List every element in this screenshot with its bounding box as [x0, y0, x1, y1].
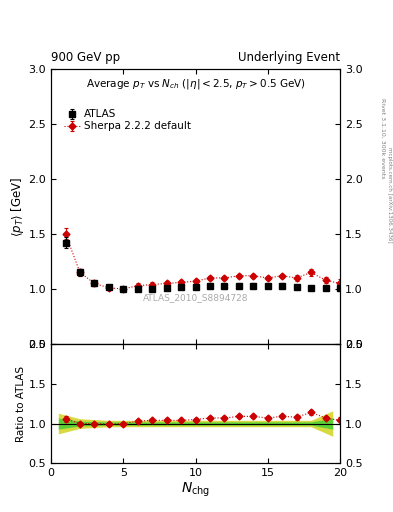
Text: Rivet 3.1.10, 300k events: Rivet 3.1.10, 300k events [381, 98, 386, 179]
Legend: ATLAS, Sherpa 2.2.2 default: ATLAS, Sherpa 2.2.2 default [62, 108, 193, 134]
Text: Underlying Event: Underlying Event [238, 51, 340, 64]
Y-axis label: $\langle p_T \rangle$ [GeV]: $\langle p_T \rangle$ [GeV] [9, 176, 26, 237]
Y-axis label: Ratio to ATLAS: Ratio to ATLAS [16, 366, 26, 442]
Text: Average $p_T$ vs $N_{ch}$ ($|\eta| < 2.5$, $p_T > 0.5$ GeV): Average $p_T$ vs $N_{ch}$ ($|\eta| < 2.5… [86, 77, 305, 91]
Text: ATLAS_2010_S8894728: ATLAS_2010_S8894728 [143, 293, 248, 302]
X-axis label: $N_{\rm chg}$: $N_{\rm chg}$ [181, 481, 210, 499]
Text: 900 GeV pp: 900 GeV pp [51, 51, 120, 64]
Text: mcplots.cern.ch [arXiv:1306.3436]: mcplots.cern.ch [arXiv:1306.3436] [387, 147, 391, 242]
